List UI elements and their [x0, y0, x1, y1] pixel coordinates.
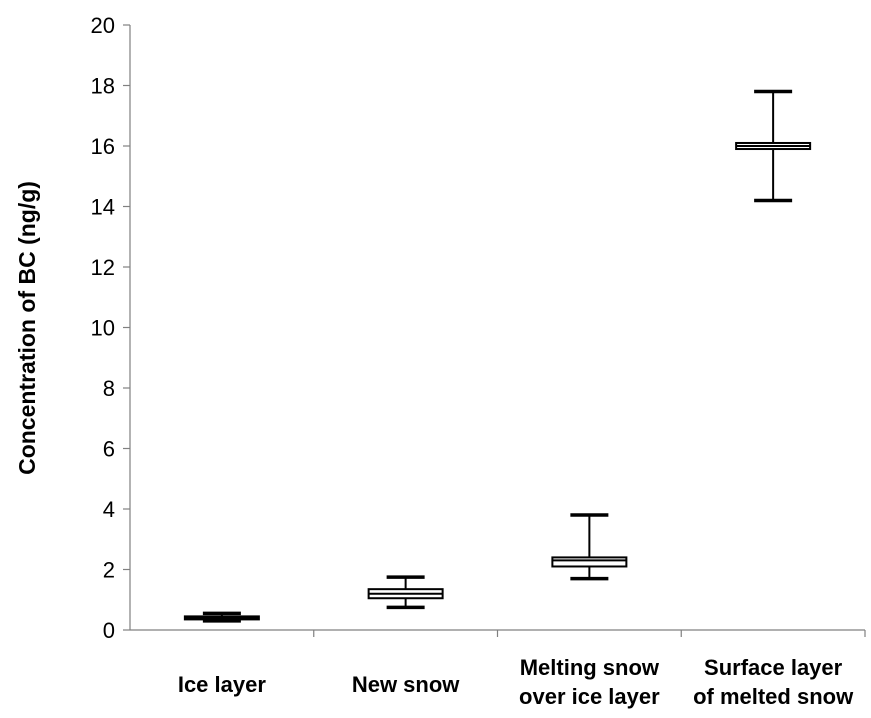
y-tick-label: 6: [103, 437, 115, 462]
x-category-label: Ice layer: [178, 672, 267, 697]
y-tick-label: 18: [91, 74, 115, 99]
y-tick-label: 0: [103, 618, 115, 643]
y-tick-label: 8: [103, 376, 115, 401]
x-category-label: of melted snow: [693, 684, 854, 709]
x-category-label: Surface layer: [704, 655, 843, 680]
y-tick-label: 20: [91, 13, 115, 38]
y-tick-label: 12: [91, 255, 115, 280]
box-item: [551, 513, 628, 581]
x-category-label: New snow: [352, 672, 460, 697]
x-category-label: over ice layer: [519, 684, 660, 709]
y-tick-label: 14: [91, 195, 115, 220]
y-tick-label: 16: [91, 134, 115, 159]
box-rect: [551, 556, 628, 568]
box-item: [183, 611, 260, 623]
y-axis: 0 2 4 6 8 10 12 14 16 18 20: [91, 13, 131, 643]
y-tick-label: 10: [91, 316, 115, 341]
box-series: [183, 89, 812, 623]
box-item: [735, 89, 812, 203]
x-axis: Ice layer New snow Melting snow over ice la…: [130, 629, 866, 709]
x-category-label: Melting snow: [520, 655, 660, 680]
y-axis-title: Concentration of BC (ng/g): [14, 181, 40, 475]
box-item: [367, 575, 444, 610]
y-tick-label: 4: [103, 497, 115, 522]
y-tick-label: 2: [103, 558, 115, 583]
